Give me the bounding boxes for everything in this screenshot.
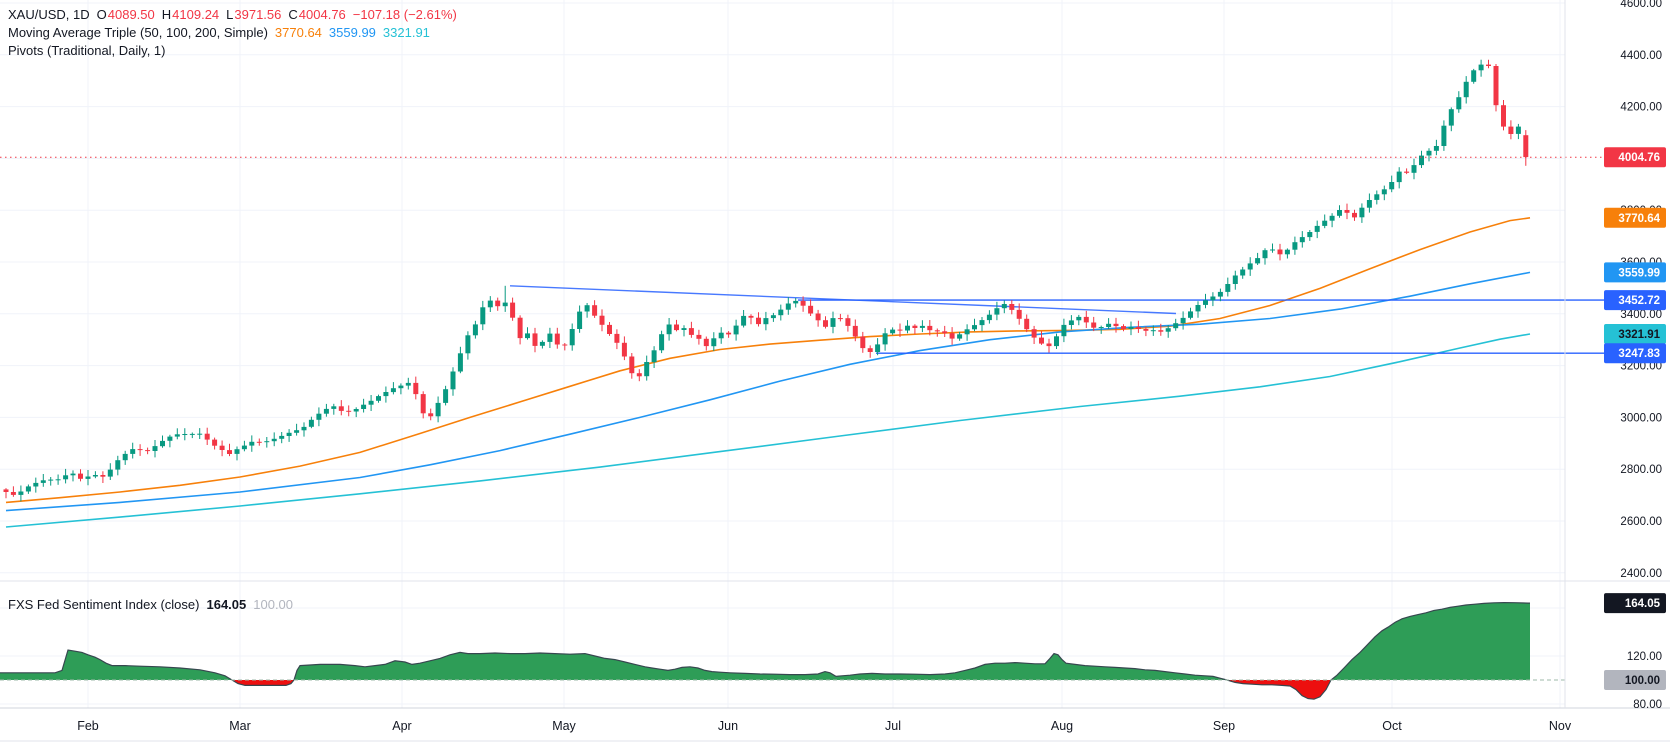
sentiment-area [0,601,1565,700]
ma200-value: 3321.91 [382,25,430,40]
ohlc-high: H 4109.24 [161,7,220,22]
svg-text:100.00: 100.00 [1625,675,1660,687]
indicator-baseline-value: 100.00 [253,597,294,612]
svg-text:3452.72: 3452.72 [1618,295,1660,307]
pivot-lines[interactable] [509,285,1604,354]
svg-text:Feb: Feb [77,719,99,733]
change-value: −107.18 (−2.61%) [352,7,457,22]
svg-text:3247.83: 3247.83 [1618,348,1660,360]
svg-text:80.00: 80.00 [1633,699,1662,711]
svg-text:3400.00: 3400.00 [1620,309,1662,321]
svg-text:4600.00: 4600.00 [1620,0,1662,10]
ohlc-low: L 3971.56 [226,7,282,22]
ma-title: Moving Average Triple (50, 100, 200, Sim… [8,25,268,40]
svg-text:3200.00: 3200.00 [1620,361,1662,373]
descending-trendline [509,285,1177,315]
svg-text:3559.99: 3559.99 [1618,267,1660,279]
symbol-title: XAU/USD, 1D [8,7,90,22]
candles-layer [3,59,1529,502]
svg-text:Nov: Nov [1549,719,1572,733]
svg-text:4004.76: 4004.76 [1618,152,1660,164]
indicator-title: FXS Fed Sentiment Index (close) [8,597,200,612]
symbol-legend[interactable]: XAU/USD, 1D O 4089.50 H 4109.24 L 3971.5… [8,6,457,23]
svg-text:Aug: Aug [1051,719,1073,733]
svg-text:3000.00: 3000.00 [1620,412,1662,424]
svg-text:120.00: 120.00 [1627,651,1662,663]
svg-text:2800.00: 2800.00 [1620,464,1662,476]
ohlc-open: O 4089.50 [96,7,155,22]
pivots-legend[interactable]: Pivots (Traditional, Daily, 1) [8,42,166,59]
price-axis-badges: 4004.76 3770.64 3559.99 3452.72 3321.91 3247.… [1604,147,1666,690]
ma50-value: 3770.64 [274,25,322,40]
svg-text:4200.00: 4200.00 [1620,102,1662,114]
ma-legend[interactable]: Moving Average Triple (50, 100, 200, Sim… [8,24,430,41]
ma200-line [5,333,1531,528]
svg-text:2600.00: 2600.00 [1620,516,1662,528]
svg-text:May: May [552,719,576,733]
ma50-line [5,217,1531,504]
svg-text:Apr: Apr [392,719,411,733]
svg-text:Jun: Jun [718,719,738,733]
indicator-value: 164.05 [206,597,247,612]
indicator-legend[interactable]: FXS Fed Sentiment Index (close) 164.05 1… [8,596,293,613]
svg-text:Jul: Jul [885,719,901,733]
ohlc-close: C 4004.76 [288,7,346,22]
svg-text:164.05: 164.05 [1625,598,1661,610]
svg-text:Oct: Oct [1382,719,1402,733]
time-axis[interactable]: Feb Mar Apr May Jun Jul Aug Sep Oct Nov [77,719,1572,733]
svg-text:3321.91: 3321.91 [1618,329,1660,341]
svg-text:4400.00: 4400.00 [1620,50,1662,62]
grid-layer [0,0,1565,708]
svg-text:Mar: Mar [229,719,251,733]
pivots-title: Pivots (Traditional, Daily, 1) [8,43,166,58]
svg-text:3770.64: 3770.64 [1618,213,1660,225]
ma100-value: 3559.99 [328,25,376,40]
ma100-line [5,271,1531,512]
svg-text:2400.00: 2400.00 [1620,568,1662,580]
svg-text:Sep: Sep [1213,719,1235,733]
